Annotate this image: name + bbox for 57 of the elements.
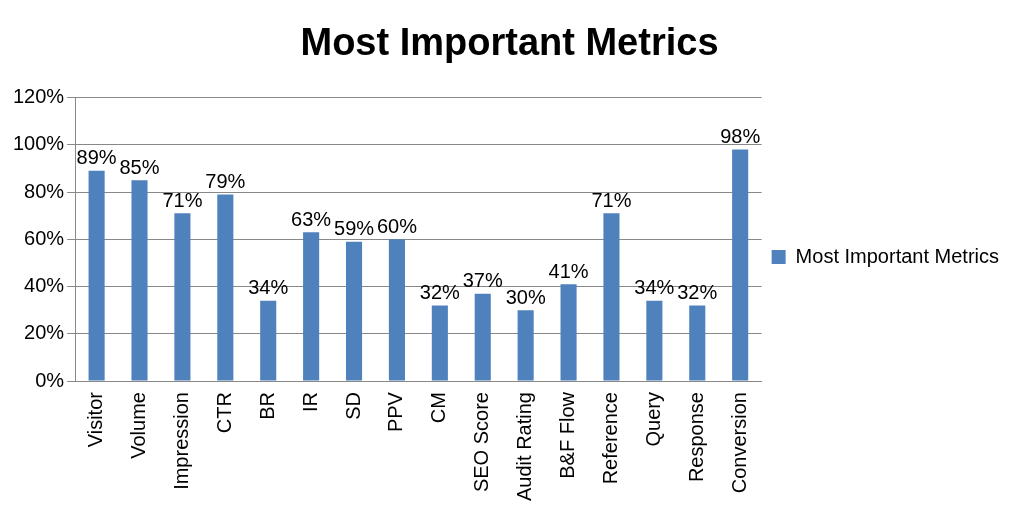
- bar: [303, 232, 320, 381]
- data-label: 79%: [205, 169, 246, 192]
- x-tick-label: Impression: [169, 392, 192, 490]
- bar: [388, 239, 405, 381]
- data-label: 60%: [376, 214, 418, 237]
- data-label: 59%: [334, 217, 375, 240]
- bar: [260, 300, 277, 381]
- y-tick-label: 60%: [24, 226, 65, 249]
- bar: [474, 293, 491, 381]
- x-tick-label: Audit Rating: [513, 392, 536, 502]
- x-tick-label: B&F Flow: [556, 391, 579, 479]
- x-tick-label: Reference: [598, 392, 621, 485]
- x-tick-label: Response: [684, 392, 707, 483]
- data-label: 98%: [720, 125, 761, 148]
- x-tick-label: Query: [641, 392, 664, 447]
- bar: [88, 170, 105, 381]
- bar: [732, 149, 749, 381]
- x-tick-label: IR: [298, 392, 321, 413]
- bar: [560, 284, 577, 381]
- data-label: 85%: [119, 155, 160, 178]
- bar: [646, 300, 663, 381]
- x-tick-label: SD: [341, 392, 364, 420]
- data-label: 41%: [548, 259, 589, 282]
- y-tick-label: 100%: [13, 132, 65, 155]
- y-tick-label: 80%: [24, 179, 65, 202]
- x-tick-label: PPV: [384, 391, 407, 433]
- bar: [217, 194, 234, 381]
- bar: [174, 213, 191, 381]
- data-label: 30%: [505, 285, 546, 308]
- bar: [345, 241, 363, 381]
- bar: [517, 310, 534, 381]
- x-tick-label: SEO Score: [470, 392, 493, 493]
- data-label: 71%: [162, 188, 203, 211]
- data-label: 32%: [677, 280, 718, 303]
- data-label: 71%: [591, 188, 632, 211]
- data-label: 89%: [76, 146, 117, 169]
- x-tick-label: CM: [427, 392, 450, 424]
- data-label: 37%: [462, 269, 503, 292]
- y-tick-label: 0%: [35, 368, 65, 391]
- x-tick-label: Volume: [127, 392, 150, 459]
- legend-label: Most Important Metrics: [795, 244, 1000, 267]
- x-tick-label: Conversion: [727, 392, 750, 494]
- bar: [603, 213, 620, 381]
- chart-title: Most Important Metrics: [300, 21, 719, 64]
- data-label: 63%: [291, 207, 332, 230]
- bar: [131, 180, 148, 381]
- data-label: 32%: [419, 280, 461, 303]
- data-label: 34%: [248, 276, 289, 299]
- bar: [431, 305, 448, 381]
- y-tick-label: 120%: [13, 85, 65, 108]
- bar: [689, 305, 706, 381]
- data-label: 34%: [634, 276, 675, 299]
- x-tick-label: CTR: [212, 392, 235, 434]
- x-tick-label: Visitor: [84, 391, 107, 448]
- y-tick-label: 40%: [24, 274, 65, 297]
- x-tick-label: BR: [255, 392, 278, 420]
- y-tick-label: 20%: [24, 321, 65, 344]
